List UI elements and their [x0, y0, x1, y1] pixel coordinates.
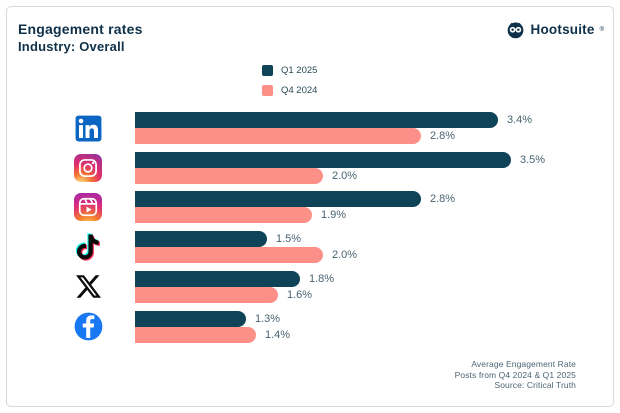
bar-group: 1.8% 1.6%: [135, 270, 334, 303]
legend-swatch-q4-2024: [262, 85, 273, 96]
instagram-reels-icon: [72, 191, 104, 223]
legend-label: Q1 2025: [281, 65, 318, 76]
bar-q4-2024: 2.0%: [135, 247, 357, 264]
bar-q1-2025: 1.3%: [135, 310, 280, 327]
chart-row: 3.4% 2.8%: [0, 112, 620, 144]
legend-item-q1-2025: Q1 2025: [262, 65, 317, 76]
instagram-icon: [72, 152, 104, 184]
bar-value-label: 2.0%: [332, 249, 358, 262]
bar-value-label: 1.6%: [287, 288, 313, 301]
chart-row: 1.8% 1.6%: [0, 270, 620, 303]
chart-legend: Q1 2025 Q4 2024: [262, 65, 317, 96]
bar-group: 3.4% 2.8%: [135, 112, 532, 144]
footer-note: Average Engagement Rate Posts from Q4 20…: [455, 359, 576, 391]
bar-value-label: 1.5%: [276, 233, 302, 246]
bar-value-label: 1.3%: [255, 312, 281, 325]
bar-q4-2024: 1.6%: [135, 286, 312, 303]
bar-q1-2025: 1.8%: [135, 270, 334, 287]
chart-row: 1.5% 2.0%: [0, 231, 620, 264]
bar-value-label: 3.5%: [520, 153, 546, 166]
bar-q4-2024: 2.8%: [135, 128, 455, 144]
page-title: Engagement rates: [18, 21, 143, 37]
bar-q1-2025: 2.8%: [135, 191, 455, 208]
bar-value-label: 1.8%: [309, 272, 335, 285]
page-subtitle: Industry: Overall: [18, 39, 125, 54]
chart-row: 1.3% 1.4%: [0, 310, 620, 343]
legend-item-q4-2024: Q4 2024: [262, 85, 317, 96]
x-icon: [72, 271, 104, 303]
bar-value-label: 3.4%: [507, 114, 533, 126]
bar-group: 1.5% 2.0%: [135, 231, 357, 264]
chart-row: 2.8% 1.9%: [0, 191, 620, 224]
hootsuite-owl-icon: [505, 19, 526, 40]
bar-q4-2024: 1.4%: [135, 326, 290, 343]
bar-value-label: 1.4%: [265, 328, 291, 341]
bar-value-label: 2.8%: [430, 130, 456, 142]
linkedin-icon: [72, 112, 104, 144]
bar-value-label: 2.8%: [430, 193, 456, 206]
footer-line: Posts from Q4 2024 & Q1 2025: [454, 369, 576, 380]
footer-line: Source: Critical Truth: [494, 380, 576, 390]
bar-group: 3.5% 2.0%: [135, 151, 545, 184]
legend-label: Q4 2024: [281, 85, 318, 96]
tiktok-icon: [72, 231, 104, 263]
legend-swatch-q1-2025: [262, 65, 273, 76]
bar-q1-2025: 3.5%: [135, 151, 545, 168]
bar-group: 1.3% 1.4%: [135, 310, 290, 343]
chart-row: 3.5% 2.0%: [0, 151, 620, 184]
bar-group: 2.8% 1.9%: [135, 191, 455, 224]
registered-trademark: ®: [599, 26, 604, 33]
bar-value-label: 2.0%: [332, 169, 358, 182]
bar-q4-2024: 2.0%: [135, 167, 357, 184]
bar-value-label: 1.9%: [321, 209, 347, 222]
hootsuite-logo: Hootsuite ®: [505, 19, 604, 40]
bar-q1-2025: 3.4%: [135, 112, 532, 128]
hootsuite-wordmark: Hootsuite: [530, 22, 595, 37]
footer-line: Average Engagement Rate: [471, 359, 576, 369]
bar-q4-2024: 1.9%: [135, 207, 346, 224]
facebook-icon: [72, 311, 104, 343]
bar-q1-2025: 1.5%: [135, 231, 301, 248]
